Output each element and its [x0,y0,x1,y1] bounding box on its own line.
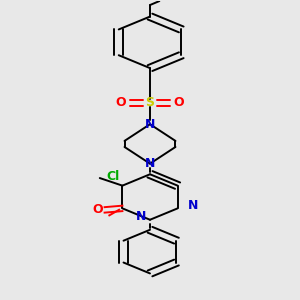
Text: O: O [174,97,184,110]
Text: N: N [188,200,199,212]
Text: Cl: Cl [106,170,119,183]
Text: S: S [146,97,154,110]
Text: N: N [135,210,146,223]
Text: N: N [145,157,155,170]
Text: O: O [92,203,103,216]
Text: O: O [116,97,126,110]
Text: N: N [145,118,155,131]
